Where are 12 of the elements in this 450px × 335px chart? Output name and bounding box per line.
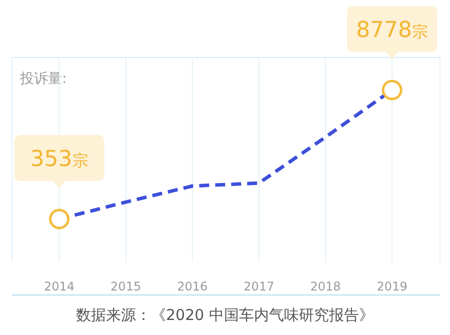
x-tick-label: 2016 [177, 280, 208, 294]
callout-box: 353宗 [14, 135, 104, 230]
x-tick-label: 2015 [110, 280, 142, 294]
x-tick-label: 2017 [244, 280, 274, 294]
data-label: 353宗 [30, 147, 88, 172]
x-tick-label: 2018 [310, 280, 341, 294]
y-axis-title: 投诉量: [20, 70, 67, 88]
callout-box: 8778宗 [347, 6, 438, 100]
source-note: 数据来源：《2020 中国车内气味研究报告》 [75, 306, 375, 325]
data-label: 8778宗 [356, 18, 428, 44]
x-tick-label: 2014 [44, 280, 75, 294]
x-tick-label: 2019 [376, 280, 408, 294]
